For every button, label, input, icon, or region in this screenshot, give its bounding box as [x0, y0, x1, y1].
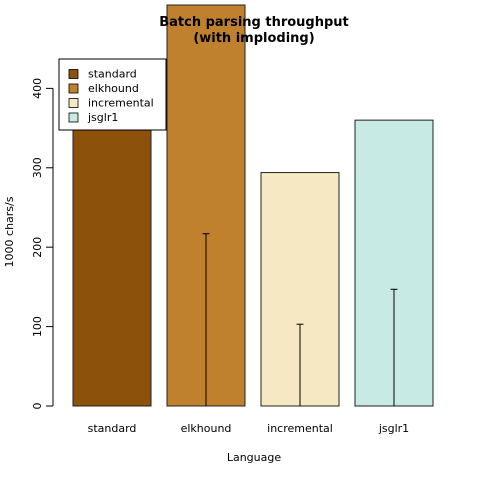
- y-axis-title: 1000 chars/s: [3, 196, 16, 267]
- error-bar-incremental: [296, 323, 304, 406]
- y-axis: 0 100 200 300 400: [31, 78, 54, 410]
- legend-swatch-elkhound: [68, 83, 79, 94]
- legend-swatch-standard: [68, 69, 79, 79]
- legend-item-standard: standard: [68, 68, 137, 81]
- legend-label-standard: standard: [88, 68, 137, 81]
- x-axis-title: Language: [227, 451, 282, 464]
- bar-standard: [72, 86, 152, 407]
- legend-item-incremental: incremental: [68, 97, 154, 110]
- y-tick-label-200: 200: [31, 237, 44, 258]
- chart-title-line-2: (with imploding): [193, 31, 314, 46]
- x-tick-label-incremental: incremental: [267, 422, 333, 435]
- y-tick-label-100: 100: [31, 316, 44, 337]
- bar-jsglr1: [354, 119, 434, 407]
- legend-label-elkhound: elkhound: [88, 82, 139, 95]
- x-tick-label-jsglr1: jsglr1: [378, 422, 409, 435]
- x-tick-label-standard: standard: [88, 422, 137, 435]
- legend-item-elkhound: elkhound: [68, 82, 139, 95]
- legend-swatch-jsglr1: [68, 112, 79, 123]
- legend-label-jsglr1: jsglr1: [87, 111, 118, 124]
- error-bar-jsglr1: [390, 288, 398, 406]
- chart-title: Batch parsing throughput(with imploding): [159, 15, 349, 46]
- y-tick-label-400: 400: [31, 78, 44, 99]
- legend-label-incremental: incremental: [88, 97, 154, 110]
- x-tick-label-elkhound: elkhound: [181, 422, 232, 435]
- y-tick-label-0: 0: [31, 403, 44, 410]
- legend-item-jsglr1: jsglr1: [68, 111, 118, 124]
- error-bar-elkhound: [202, 233, 210, 406]
- y-tick-label-300: 300: [31, 157, 44, 178]
- chart-title-line-1: Batch parsing throughput: [159, 15, 349, 30]
- legend-swatch-incremental: [68, 98, 79, 108]
